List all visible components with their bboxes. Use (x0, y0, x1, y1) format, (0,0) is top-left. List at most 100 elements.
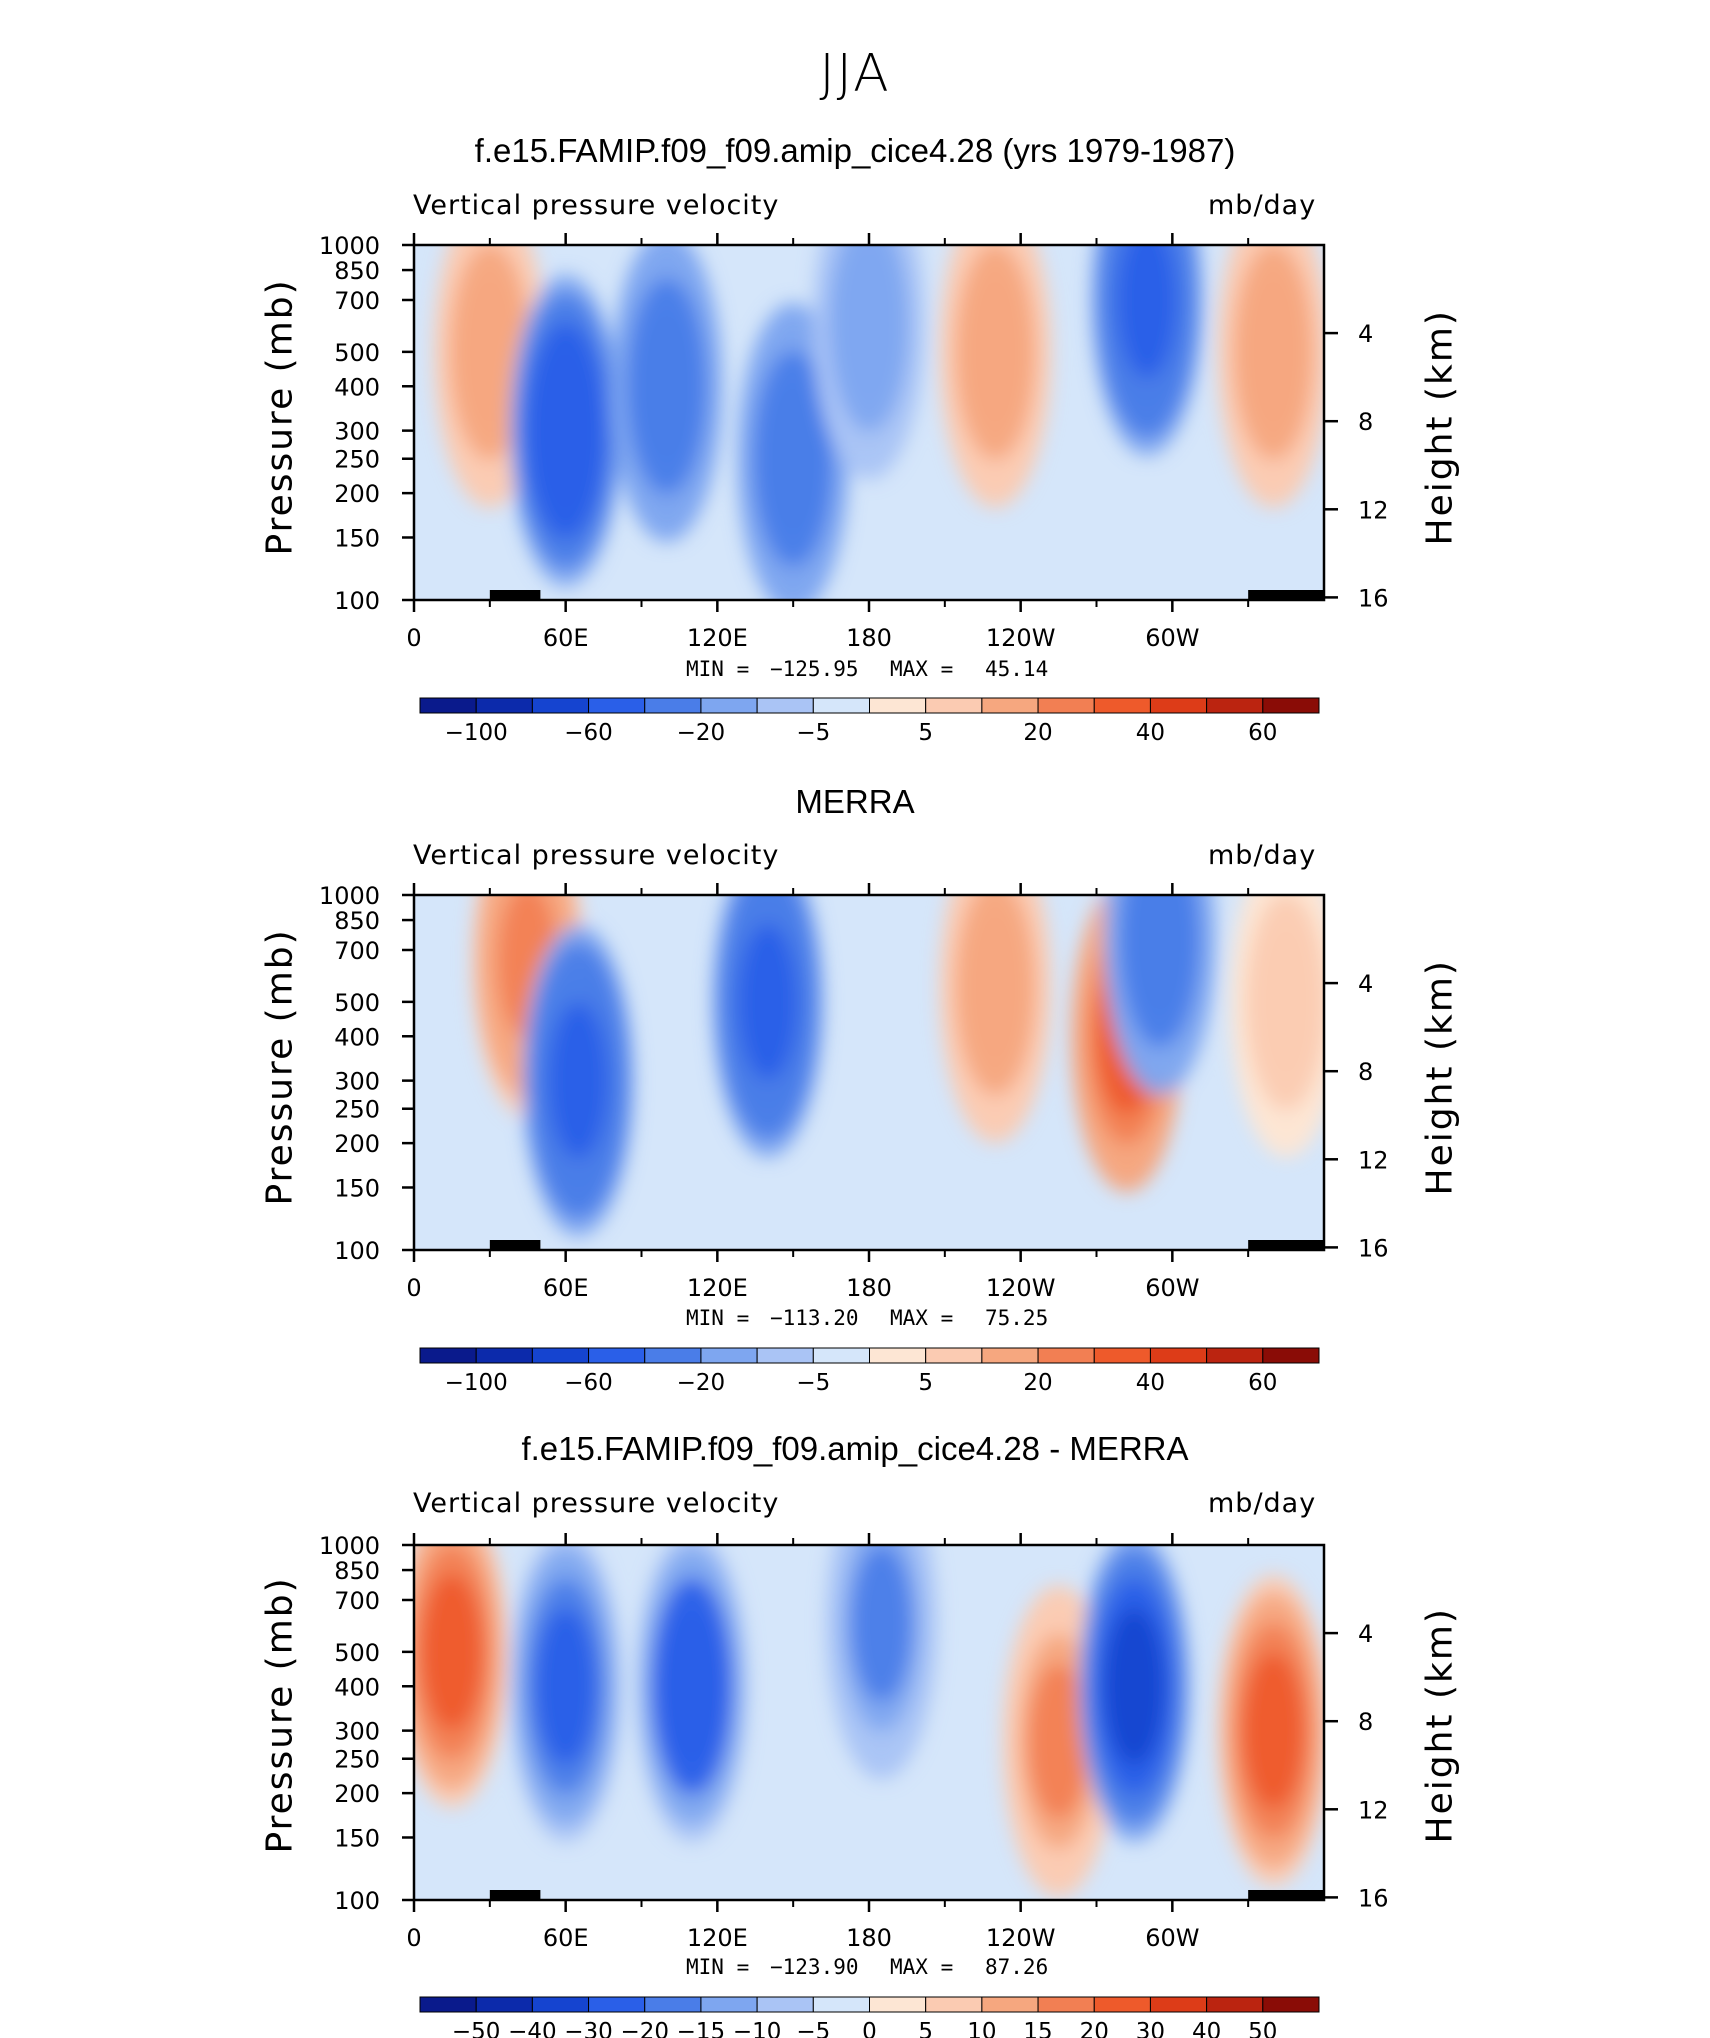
units-label: mb/day (1208, 190, 1317, 221)
heatmap-cell (763, 380, 824, 537)
x-tick-label: 180 (846, 1274, 892, 1302)
colorbar-box (1149, 1996, 1208, 2013)
heatmap-field (414, 1545, 1324, 1900)
colorbar-label: 40 (1136, 720, 1165, 746)
x-tick-label: 60E (543, 1274, 589, 1302)
heatmap-cell (636, 308, 697, 465)
colorbar-box (475, 1996, 533, 2013)
y-tick-label: 100 (334, 587, 380, 615)
max-value: 87.26 (985, 1955, 1049, 1979)
colorbar-box (869, 1996, 927, 2013)
colorbar-label: −40 (508, 2019, 557, 2038)
colorbar-label: −100 (445, 1370, 508, 1396)
x-tick-label: 120W (986, 1924, 1056, 1952)
colorbar-label: −20 (677, 1370, 726, 1396)
heatmap-cell (1117, 245, 1178, 378)
colorbar-label: 20 (1023, 1370, 1052, 1396)
y2-tick-label: 8 (1358, 1708, 1373, 1736)
heatmap-cell (1243, 1652, 1304, 1809)
colorbar-label: 60 (1248, 1370, 1277, 1396)
units-label: mb/day (1208, 840, 1317, 871)
y2-tick-label: 16 (1358, 1884, 1389, 1912)
heatmap-cell (851, 1545, 912, 1702)
colorbar-label: 5 (918, 720, 933, 746)
topography (489, 590, 541, 600)
colorbar-label: −20 (620, 2019, 669, 2038)
colorbar-label: 0 (862, 2019, 877, 2038)
colorbar-label: −5 (796, 720, 830, 746)
x-tick-label: 60E (543, 1924, 589, 1952)
heatmap-field (414, 895, 1324, 1250)
colorbar-label: 15 (1023, 2019, 1052, 2038)
colorbar-label: 40 (1136, 1370, 1165, 1396)
heatmap-cell (965, 909, 1026, 1066)
y2-tick-label: 16 (1358, 1234, 1389, 1262)
x-tick-label: 120E (687, 624, 748, 652)
y-tick-label: 300 (334, 1068, 380, 1096)
panel-title: MERRA (795, 783, 915, 820)
x-tick-label: 120E (687, 1274, 748, 1302)
colorbar-box (531, 1996, 590, 2013)
colorbar-label: −60 (564, 1370, 613, 1396)
colorbar-label: 20 (1023, 720, 1052, 746)
y2-tick-label: 12 (1358, 496, 1389, 524)
y2-tick-label: 4 (1358, 970, 1373, 998)
colorbar-label: −20 (677, 720, 726, 746)
heatmap-cell (1028, 1663, 1089, 1820)
y-tick-label: 200 (334, 1130, 380, 1158)
y2-tick-label: 12 (1358, 1796, 1389, 1824)
y-tick-label: 200 (334, 1780, 380, 1808)
colorbar-box (1037, 1996, 1095, 2013)
x-tick-label: 180 (846, 624, 892, 652)
colorbar-box (925, 1996, 983, 2013)
colorbar-label: 20 (1080, 2019, 1109, 2038)
x-tick-label: 120W (986, 1274, 1056, 1302)
x-tick-label: 60W (1145, 1924, 1199, 1952)
colorbar-label: −60 (564, 720, 613, 746)
panel-title: f.e15.FAMIP.f09_f09.amip_cice4.28 (yrs 1… (474, 132, 1236, 169)
colorbar-label: −15 (677, 2019, 726, 2038)
max-label: MAX = (890, 1955, 954, 1979)
colorbar-label: −10 (733, 2019, 782, 2038)
y-tick-label: 700 (334, 1587, 380, 1615)
heatmap-cell (1243, 273, 1304, 430)
heatmap-field (414, 245, 1324, 600)
x-tick-label: 120W (986, 624, 1056, 652)
units-label: mb/day (1208, 1488, 1317, 1519)
max-value: 75.25 (985, 1306, 1049, 1330)
y-tick-label: 500 (334, 989, 380, 1017)
colorbar-box (1206, 1996, 1264, 2013)
y-tick-label: 250 (334, 446, 380, 474)
max-value: 45.14 (985, 657, 1049, 681)
topography (489, 1240, 541, 1250)
y-tick-label: 300 (334, 418, 380, 446)
x-tick-label: 0 (406, 1274, 421, 1302)
x-tick-label: 60W (1145, 1274, 1199, 1302)
heatmap-cell (421, 1573, 482, 1730)
min-value: −123.90 (770, 1955, 859, 1979)
min-value: −113.20 (770, 1306, 859, 1330)
heatmap-cell (535, 1608, 596, 1765)
colorbar-label: −100 (445, 720, 508, 746)
colorbar-label: 10 (967, 2019, 996, 2038)
colorbar-box (644, 1996, 702, 2013)
field-label: Vertical pressure velocity (413, 190, 780, 221)
topography (489, 1890, 541, 1900)
colorbar-box (588, 1996, 646, 2013)
x-tick-label: 60E (543, 624, 589, 652)
y-tick-label: 1000 (319, 882, 380, 910)
heatmap-cell (535, 352, 596, 509)
y-tick-label: 700 (334, 287, 380, 315)
colorbar-label: 50 (1248, 2019, 1277, 2038)
colorbar-box (700, 1996, 758, 2013)
heatmap-cell (839, 245, 899, 402)
min-label: MIN = (686, 1306, 750, 1330)
colorbar-label: −5 (796, 1370, 830, 1396)
heatmap-cell (459, 273, 520, 430)
heatmap-cell (737, 923, 798, 1080)
y-tick-label: 850 (334, 257, 380, 285)
panel-title: f.e15.FAMIP.f09_f09.amip_cice4.28 - MERR… (521, 1430, 1189, 1467)
